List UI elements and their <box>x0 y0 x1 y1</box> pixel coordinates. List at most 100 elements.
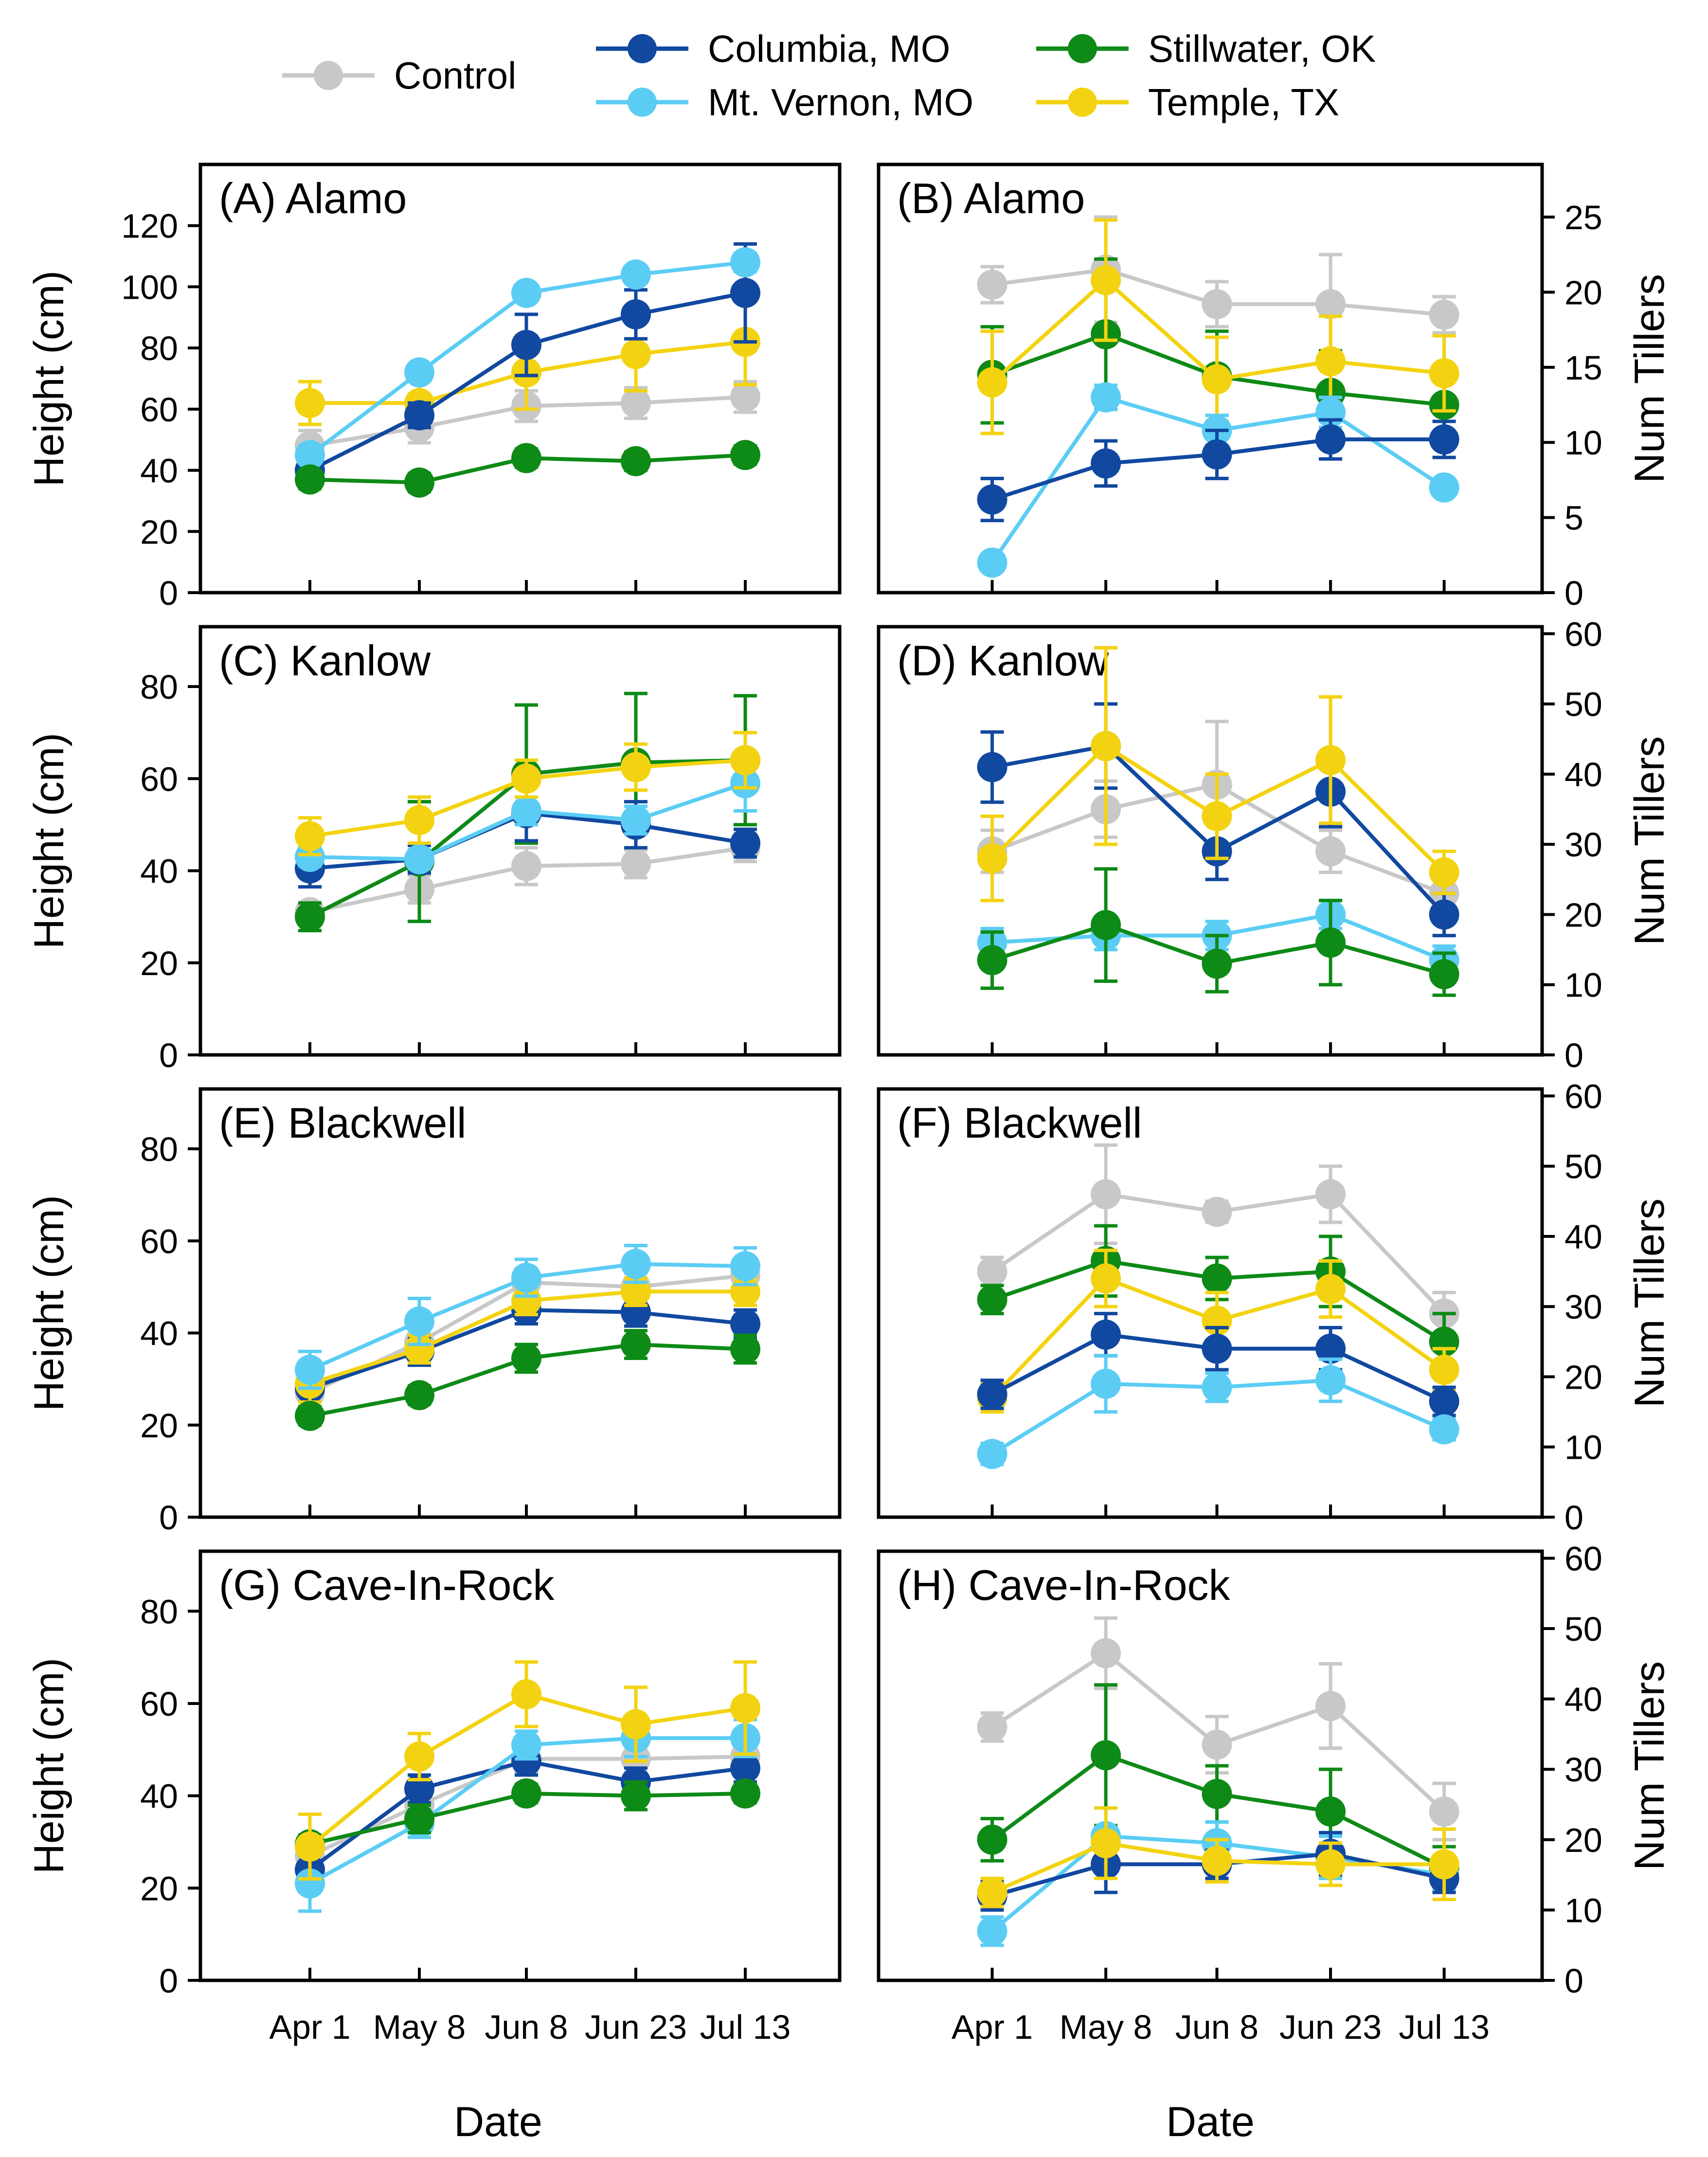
y-tick-label: 80 <box>140 1593 178 1631</box>
data-point <box>1091 910 1121 941</box>
data-point <box>621 388 651 418</box>
y-axis-label: Num Tillers <box>1626 1198 1673 1408</box>
data-point <box>295 842 325 872</box>
y-axis: 0 20 40 60 80 <box>140 668 200 1074</box>
data-point <box>1202 1778 1232 1809</box>
y-axis: 0 10 20 30 40 50 60 <box>1542 615 1602 1074</box>
data-point <box>730 1251 760 1282</box>
series-stillwater-ok <box>295 1329 760 1431</box>
y-axis-label: Num Tillers <box>1626 274 1673 483</box>
x-tick-label: Jul 13 <box>700 2008 791 2046</box>
x-tick-label: Jun 8 <box>485 2008 568 2046</box>
y-tick-label: 10 <box>1564 1891 1602 1929</box>
data-point <box>511 278 541 308</box>
data-point <box>1315 1333 1346 1364</box>
data-point <box>511 796 541 826</box>
y-tick-label: 0 <box>1564 1499 1583 1537</box>
y-tick-label: 0 <box>1564 1962 1583 2000</box>
series-stillwater-ok <box>977 1224 1459 1372</box>
data-point <box>621 339 651 369</box>
y-axis-label: Height (cm) <box>26 271 72 487</box>
x-tick-label: Jun 23 <box>1279 2008 1382 2046</box>
x-axis <box>308 580 747 593</box>
data-point <box>977 1712 1007 1742</box>
data-point <box>1202 948 1232 979</box>
x-tick-label: May 8 <box>373 2008 466 2046</box>
data-point <box>404 1334 434 1364</box>
y-tick-label: 10 <box>1564 424 1602 462</box>
y-tick-label: 40 <box>1564 1218 1602 1256</box>
y-tick-label: 0 <box>159 1499 178 1537</box>
data-point <box>404 805 434 835</box>
data-point <box>730 828 760 858</box>
data-point <box>1091 265 1121 295</box>
panel-G: (G) Cave-In-Rock 0 20 40 60 80 Height (cm) Apr … <box>26 1549 842 2145</box>
data-point <box>404 1804 434 1834</box>
panel-title: (G) Cave-In-Rock <box>219 1561 555 1609</box>
data-point <box>730 745 760 776</box>
y-tick-label: 40 <box>140 852 178 890</box>
data-point <box>1091 1263 1121 1294</box>
data-point <box>295 464 325 495</box>
panel-title: (H) Cave-In-Rock <box>897 1561 1231 1609</box>
panel-C: (C) Kanlow 0 20 40 60 80 Height (cm) <box>26 625 842 1074</box>
panel-title: (F) Blackwell <box>897 1099 1142 1147</box>
data-point <box>977 1284 1007 1315</box>
y-tick-label: 60 <box>140 760 178 798</box>
y-axis-label: Num Tillers <box>1626 1661 1673 1870</box>
data-point <box>295 440 325 471</box>
y-tick-label: 30 <box>1564 1288 1602 1326</box>
y-tick-label: 50 <box>1564 686 1602 724</box>
data-point <box>1091 731 1121 761</box>
data-point <box>1202 439 1232 470</box>
panel-A: (A) Alamo 0 20 40 60 80 100 120 Height (cm) <box>26 163 842 612</box>
data-point <box>1091 1828 1121 1859</box>
data-point <box>1091 1740 1121 1771</box>
series-columbia-mo <box>295 1745 760 1885</box>
y-tick-label: 0 <box>159 574 178 612</box>
panel-E: (E) Blackwell 0 20 40 60 80 Height (cm) <box>26 1087 842 1537</box>
data-point <box>730 1308 760 1339</box>
series-temple-tx <box>977 1806 1459 1908</box>
data-point <box>1429 959 1459 990</box>
data-point <box>511 851 541 882</box>
data-point <box>295 388 325 418</box>
panel-frame <box>198 1087 842 1519</box>
y-tick-label: 20 <box>1564 1821 1602 1859</box>
data-point <box>1091 382 1121 413</box>
data-point <box>1315 1179 1346 1210</box>
series-control <box>977 1143 1459 1337</box>
legend-marker <box>314 61 343 90</box>
legend-label: Control <box>394 54 516 97</box>
y-axis-label: Height (cm) <box>26 1195 72 1411</box>
data-point <box>977 1824 1007 1855</box>
data-point <box>1202 801 1232 832</box>
data-point <box>977 270 1007 300</box>
data-point <box>511 1286 541 1316</box>
data-point <box>404 400 434 431</box>
data-point <box>977 1439 1007 1469</box>
data-point <box>621 1780 651 1811</box>
panel-title: (B) Alamo <box>897 174 1085 222</box>
data-point <box>295 1355 325 1385</box>
series-stillwater-ok <box>295 440 760 498</box>
data-point <box>730 1334 760 1364</box>
data-point <box>730 278 760 308</box>
data-point <box>1315 289 1346 320</box>
y-tick-label: 15 <box>1564 349 1602 387</box>
y-tick-label: 20 <box>140 1869 178 1907</box>
data-point <box>511 1778 541 1809</box>
series-columbia-mo <box>977 418 1459 523</box>
data-point <box>404 1380 434 1411</box>
y-tick-label: 40 <box>140 452 178 490</box>
data-point <box>1429 857 1459 888</box>
data-point <box>1202 1372 1232 1403</box>
y-tick-label: 25 <box>1564 199 1602 236</box>
legend-item-columbia-mo: Columbia, MO <box>596 27 950 70</box>
data-point <box>1202 1196 1232 1227</box>
y-tick-label: 50 <box>1564 1610 1602 1648</box>
legend-item-stillwater-ok: Stillwater, OK <box>1036 27 1376 70</box>
data-point <box>511 329 541 360</box>
data-point <box>621 849 651 879</box>
x-axis <box>990 1504 1446 1517</box>
